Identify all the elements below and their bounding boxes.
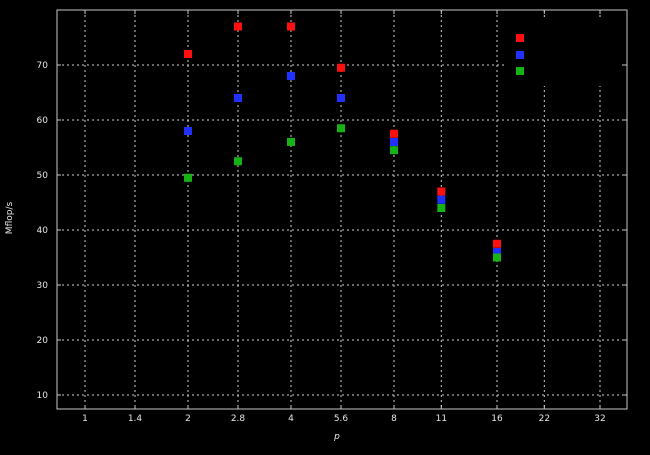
data-point-red	[336, 63, 345, 72]
legend-marker	[516, 34, 524, 42]
legend-marker	[516, 51, 524, 59]
y-tick-label: 20	[37, 336, 49, 346]
plot-border	[56, 9, 628, 410]
data-point-green	[336, 124, 345, 133]
data-point-green	[390, 146, 398, 155]
data-point-green	[184, 173, 192, 182]
data-point-green	[493, 253, 501, 262]
x-tick-label: 32	[594, 414, 605, 424]
y-tick-label: 70	[37, 61, 49, 71]
data-point-blue	[233, 94, 242, 102]
x-tick-label: 5.6	[334, 414, 349, 424]
x-tick-label: 22	[539, 414, 550, 424]
data-point-red	[437, 187, 446, 196]
data-point-red	[287, 22, 295, 31]
data-point-blue	[437, 195, 446, 204]
data-point-green	[233, 157, 242, 166]
x-tick-label: 11	[436, 414, 447, 424]
y-tick-label: 60	[37, 116, 49, 126]
data-point-blue	[390, 138, 398, 146]
x-tick-label: 1	[82, 414, 88, 424]
data-point-red	[493, 239, 501, 248]
y-axis-title: Mflop/s	[5, 201, 15, 235]
x-axis-title: p	[334, 432, 340, 442]
data-point-blue	[287, 72, 295, 80]
x-tick-label: 8	[391, 414, 397, 424]
y-tick-label: 30	[37, 281, 49, 291]
y-tick-label: 10	[37, 391, 49, 401]
x-tick-label: 2.8	[231, 414, 246, 424]
x-tick-label: 16	[491, 414, 503, 424]
data-point-red	[233, 22, 242, 31]
data-point-blue	[336, 94, 345, 102]
data-point-red	[184, 50, 192, 58]
data-point-green	[287, 138, 295, 146]
legend-marker	[516, 67, 524, 75]
x-tick-label: 1.4	[128, 414, 143, 424]
data-point-green	[437, 204, 446, 212]
data-point-red	[390, 129, 398, 138]
x-tick-label: 4	[288, 414, 294, 424]
y-tick-label: 40	[37, 226, 49, 236]
data-point-blue	[493, 248, 501, 256]
data-point-blue	[184, 127, 192, 135]
x-tick-label: 2	[185, 414, 191, 424]
y-tick-label: 50	[37, 171, 49, 181]
